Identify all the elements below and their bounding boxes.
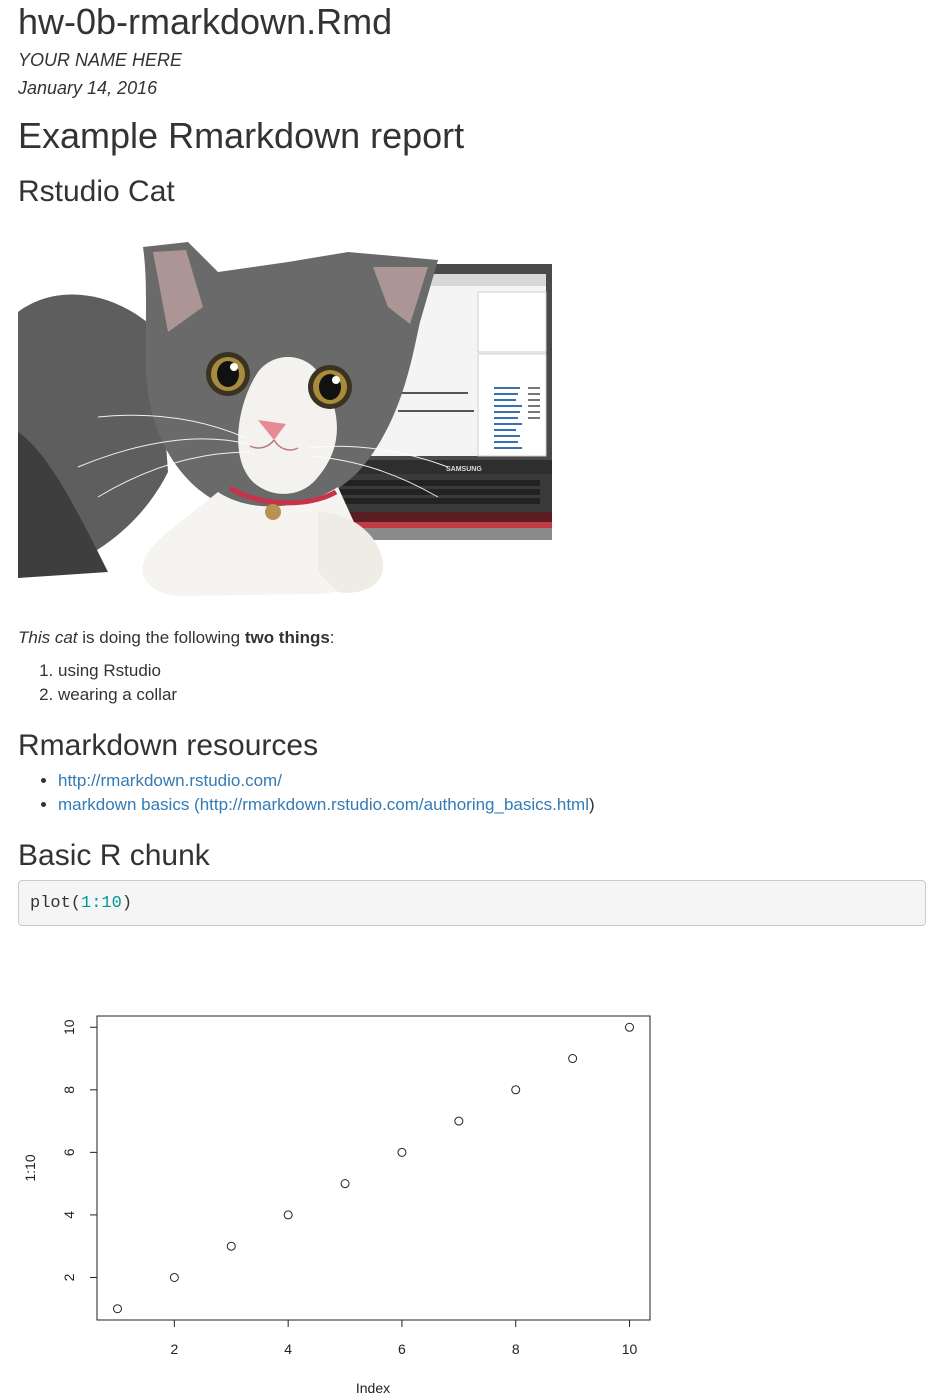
data-point — [511, 1085, 521, 1095]
code-close: ) — [121, 894, 133, 913]
laptop-brand: SAMSUNG — [446, 466, 482, 473]
cat-description: This cat is doing the following two thin… — [18, 626, 335, 650]
markdown-basics-link[interactable]: markdown basics (http://rmarkdown.rstudi… — [58, 795, 589, 814]
things-list: using Rstudio wearing a collar — [0, 659, 177, 707]
chunk-heading: Basic R chunk — [18, 839, 210, 872]
kitten-illustration — [18, 242, 449, 596]
resources-list: http://rmarkdown.rstudio.com/ markdown b… — [0, 769, 595, 817]
x-tick-label: 4 — [284, 1341, 292, 1357]
y-axis-label: 1:10 — [22, 1154, 38, 1181]
data-point — [112, 1304, 122, 1314]
y-tick-label: 8 — [61, 1086, 77, 1094]
data-point — [340, 1179, 350, 1189]
resources-heading: Rmarkdown resources — [18, 729, 319, 762]
list-item: http://rmarkdown.rstudio.com/ — [58, 769, 595, 793]
data-point — [169, 1272, 179, 1282]
data-point — [454, 1116, 464, 1126]
rmarkdown-link[interactable]: http://rmarkdown.rstudio.com/ — [58, 771, 282, 790]
date: January 14, 2016 — [18, 78, 158, 98]
data-point — [226, 1241, 236, 1251]
data-point — [283, 1210, 293, 1220]
x-tick-label: 6 — [398, 1341, 406, 1357]
y-tick-label: 6 — [61, 1148, 77, 1156]
x-axis-label: Index — [356, 1380, 390, 1396]
link-suffix: ) — [589, 795, 595, 814]
code-function: plot( — [30, 894, 82, 913]
laptop-illustration: SAMSUNG — [304, 264, 552, 540]
document-title: hw-0b-rmarkdown.Rmd — [18, 1, 393, 42]
y-tick-label: 10 — [61, 1019, 77, 1035]
scatter-plot: Index 1:10 2 4 6 8 10 2 4 6 8 10 — [22, 1015, 651, 1396]
main-heading: Example Rmarkdown report — [18, 115, 465, 156]
y-tick-label: 2 — [61, 1273, 77, 1281]
data-point — [568, 1054, 578, 1064]
plot-frame — [96, 1015, 651, 1321]
code-chunk: plot(1:10) — [18, 880, 926, 926]
list-item: wearing a collar — [58, 683, 177, 707]
italic-text: This cat — [18, 628, 78, 647]
data-point — [625, 1022, 635, 1032]
list-item: markdown basics (http://rmarkdown.rstudi… — [58, 793, 595, 817]
rstudio-cat-image: SAMSUNG — [18, 242, 552, 596]
x-tick-label: 8 — [512, 1341, 520, 1357]
plain-text: is doing the following — [77, 628, 245, 647]
author: YOUR NAME HERE — [18, 50, 183, 70]
y-tick-label: 4 — [61, 1211, 77, 1219]
x-tick-label: 10 — [622, 1341, 638, 1357]
data-point — [397, 1147, 407, 1157]
bold-text: two things — [244, 628, 330, 647]
colon-text: : — [329, 628, 335, 647]
list-item: using Rstudio — [58, 659, 177, 683]
code-argument: 1:10 — [81, 894, 122, 913]
x-tick-label: 2 — [170, 1341, 178, 1357]
cat-heading: Rstudio Cat — [18, 175, 175, 208]
